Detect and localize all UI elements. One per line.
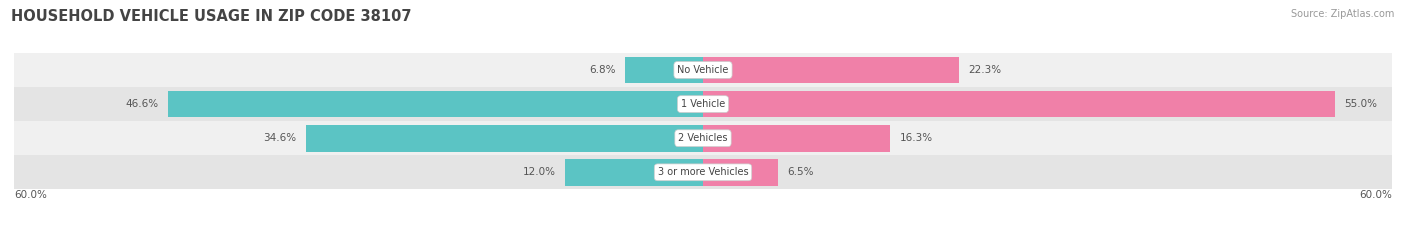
Text: 46.6%: 46.6% [125, 99, 159, 109]
Text: 12.0%: 12.0% [523, 167, 555, 177]
Bar [703, 57, 959, 83]
Text: 2 Vehicles: 2 Vehicles [678, 133, 728, 143]
Text: 6.5%: 6.5% [787, 167, 813, 177]
Bar [14, 155, 1392, 189]
Bar [703, 125, 890, 151]
Text: 55.0%: 55.0% [1344, 99, 1376, 109]
Text: Source: ZipAtlas.com: Source: ZipAtlas.com [1291, 9, 1395, 19]
Bar [14, 121, 1392, 155]
Text: 16.3%: 16.3% [900, 133, 932, 143]
Bar [167, 91, 703, 117]
Text: 3 or more Vehicles: 3 or more Vehicles [658, 167, 748, 177]
Bar [305, 125, 703, 151]
Text: 60.0%: 60.0% [1360, 190, 1392, 200]
Bar [624, 57, 703, 83]
Text: 34.6%: 34.6% [263, 133, 297, 143]
Bar [14, 87, 1392, 121]
Text: HOUSEHOLD VEHICLE USAGE IN ZIP CODE 38107: HOUSEHOLD VEHICLE USAGE IN ZIP CODE 3810… [11, 9, 412, 24]
Bar [703, 159, 778, 186]
Text: 6.8%: 6.8% [589, 65, 616, 75]
Bar [14, 53, 1392, 87]
Text: 60.0%: 60.0% [14, 190, 46, 200]
Text: 1 Vehicle: 1 Vehicle [681, 99, 725, 109]
Bar [565, 159, 703, 186]
Text: No Vehicle: No Vehicle [678, 65, 728, 75]
Bar [703, 91, 1334, 117]
Text: 22.3%: 22.3% [969, 65, 1001, 75]
